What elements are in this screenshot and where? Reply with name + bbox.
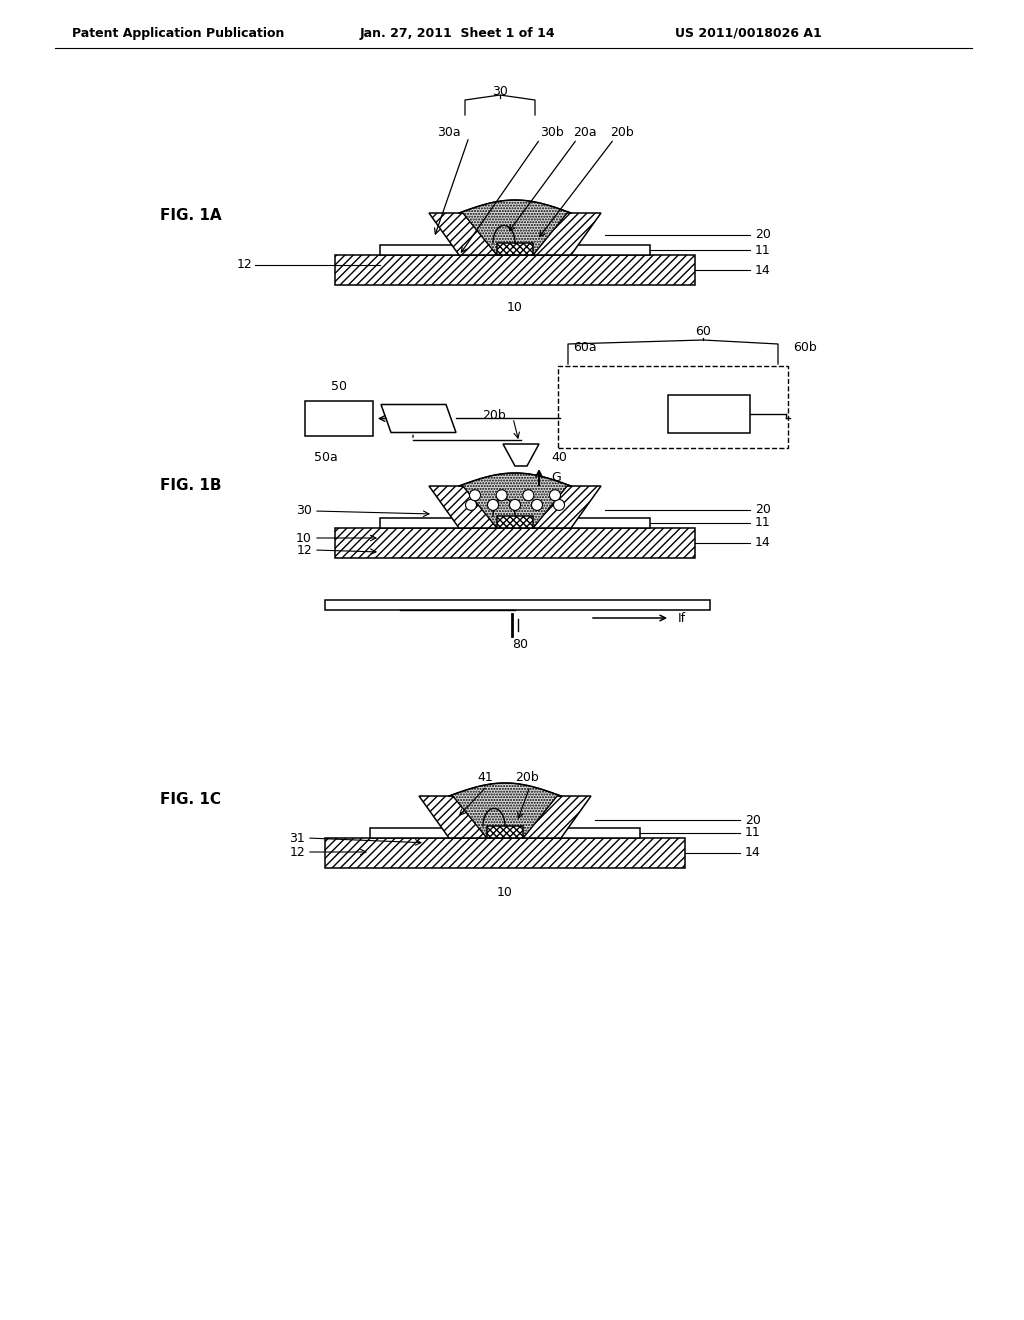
Text: 12: 12 (289, 846, 305, 858)
Bar (497, 243, 534, 255)
Text: 30a: 30a (437, 127, 461, 140)
Text: 20: 20 (755, 503, 771, 516)
Text: If: If (678, 611, 686, 624)
Bar (335, 528, 695, 558)
Text: 11: 11 (745, 826, 761, 840)
Text: 40: 40 (551, 451, 567, 465)
Text: 31: 31 (289, 832, 305, 845)
Circle shape (531, 499, 543, 511)
Circle shape (554, 499, 564, 511)
Polygon shape (419, 796, 487, 838)
Bar (497, 516, 534, 528)
Polygon shape (449, 783, 561, 838)
Text: US 2011/0018026 A1: US 2011/0018026 A1 (675, 26, 821, 40)
Text: 10: 10 (507, 301, 523, 314)
Bar (380, 517, 650, 528)
Text: 60: 60 (695, 325, 711, 338)
Polygon shape (534, 213, 601, 255)
Text: 30: 30 (493, 84, 508, 98)
Text: Patent Application Publication: Patent Application Publication (72, 26, 285, 40)
Text: 20: 20 (745, 813, 761, 826)
Circle shape (523, 490, 534, 500)
Text: 11: 11 (755, 243, 771, 256)
Text: 80: 80 (512, 639, 528, 652)
Polygon shape (459, 473, 571, 528)
Text: 30b: 30b (540, 127, 564, 140)
Text: 10: 10 (497, 887, 513, 899)
Circle shape (550, 490, 560, 500)
Polygon shape (503, 444, 539, 466)
Circle shape (510, 499, 520, 511)
Text: 20a: 20a (573, 127, 597, 140)
Polygon shape (523, 796, 591, 838)
Text: 14: 14 (755, 264, 771, 276)
Text: 41: 41 (477, 771, 493, 784)
Bar (487, 826, 523, 838)
Bar (325, 838, 685, 869)
Polygon shape (534, 486, 601, 528)
Text: 20: 20 (755, 228, 771, 242)
Polygon shape (459, 201, 571, 255)
Polygon shape (429, 213, 497, 255)
Text: FIG. 1B: FIG. 1B (160, 478, 221, 492)
Bar (335, 255, 695, 285)
Text: 60b: 60b (793, 341, 817, 354)
Circle shape (487, 499, 499, 511)
Text: 11: 11 (755, 516, 771, 529)
Text: 14: 14 (755, 536, 771, 549)
Bar (380, 246, 650, 255)
Circle shape (466, 499, 476, 511)
Bar (558, 366, 788, 447)
Bar (668, 395, 750, 433)
Polygon shape (429, 486, 497, 528)
Circle shape (497, 490, 507, 500)
Text: 20b: 20b (482, 409, 506, 422)
Text: 10: 10 (296, 532, 312, 544)
Bar (370, 828, 640, 838)
Circle shape (469, 490, 480, 500)
Text: Jan. 27, 2011  Sheet 1 of 14: Jan. 27, 2011 Sheet 1 of 14 (360, 26, 556, 40)
Text: FIG. 1A: FIG. 1A (160, 207, 221, 223)
Bar (325, 601, 710, 610)
Text: 60a: 60a (573, 341, 597, 354)
Text: 14: 14 (745, 846, 761, 859)
Text: 50a: 50a (313, 451, 337, 465)
Text: 20b: 20b (610, 127, 634, 140)
Text: 50: 50 (331, 380, 347, 393)
Text: G: G (551, 471, 561, 484)
Polygon shape (381, 404, 456, 433)
Bar (305, 401, 373, 436)
Text: 30: 30 (296, 504, 312, 517)
Text: 20b: 20b (515, 771, 539, 784)
Text: FIG. 1C: FIG. 1C (160, 792, 221, 808)
Text: 12: 12 (237, 259, 252, 272)
Text: 12: 12 (296, 544, 312, 557)
